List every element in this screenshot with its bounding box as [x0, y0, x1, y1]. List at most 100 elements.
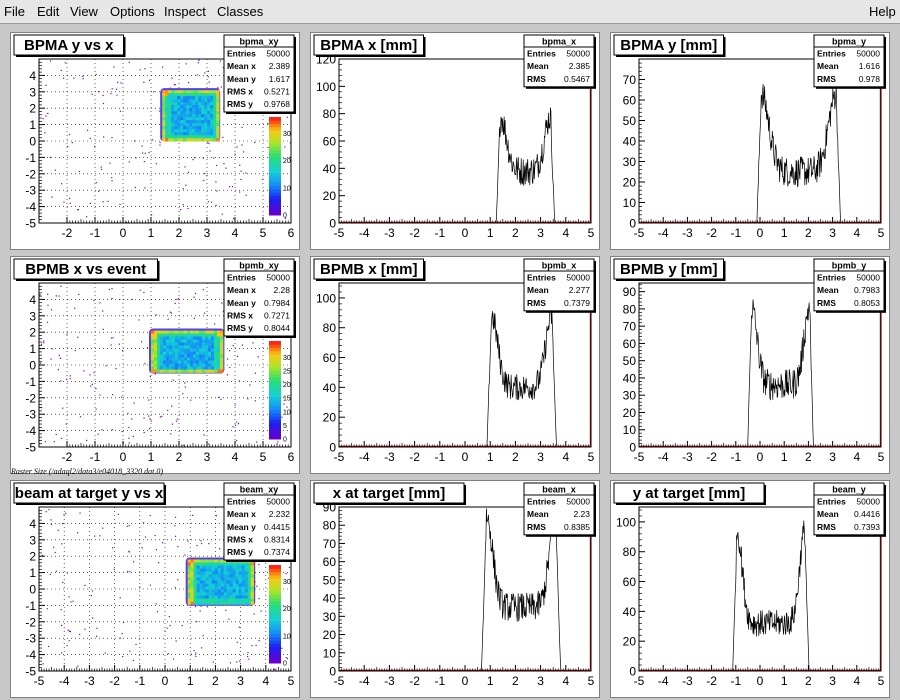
heatmap-cell — [187, 366, 191, 370]
heatmap-cell — [226, 571, 230, 575]
heatmap-cell — [205, 559, 209, 563]
outlier-point — [119, 637, 121, 639]
outlier-point — [77, 532, 79, 534]
heatmap-cell — [211, 369, 215, 373]
heatmap-cell — [250, 565, 254, 569]
stats-label: RMS — [527, 74, 546, 84]
pad-beam_x[interactable]: -5 -4 -3 -2 -1 0 1 2 3 4 5 0 10 20 30 40 50 60 70 80 90 x at … — [310, 480, 600, 698]
y-tick-label: 90 — [623, 285, 637, 299]
stats-value: 0.8053 — [854, 298, 880, 308]
y-tick-label: -4 — [25, 200, 36, 214]
heatmap-cell — [205, 577, 209, 581]
heatmap-cell — [151, 342, 155, 346]
heatmap-cell — [244, 568, 248, 572]
heatmap-cell — [196, 363, 200, 367]
outlier-point — [228, 186, 231, 188]
palette-segment — [269, 198, 281, 203]
heatmap-cell — [229, 589, 233, 593]
heatmap-cell — [196, 565, 200, 569]
stats-label: Entries — [527, 49, 556, 59]
outlier-point — [146, 347, 149, 349]
heatmap-cell — [192, 108, 196, 112]
heatmap-cell — [210, 135, 214, 139]
pad-bpma_x[interactable]: -5 -4 -3 -2 -1 0 1 2 3 4 5 0 20 40 60 80 100 120 BPMA x [m… — [310, 32, 600, 250]
pad-bpmb_x[interactable]: -5 -4 -3 -2 -1 0 1 2 3 4 5 0 20 40 60 80 100 BPMB x [mm] b… — [310, 256, 600, 474]
outlier-point — [128, 437, 130, 439]
heatmap-cell — [214, 577, 218, 581]
outlier-point — [103, 136, 105, 138]
outlier-point — [285, 573, 287, 575]
heatmap-cell — [199, 366, 203, 370]
heatmap-cell — [180, 135, 184, 139]
palette-segment — [269, 175, 281, 180]
heatmap-cell — [202, 559, 206, 563]
outlier-point — [144, 68, 146, 70]
heatmap-cell — [184, 330, 188, 334]
heatmap-cell — [208, 559, 212, 563]
x-tick-label: -1 — [434, 226, 445, 240]
root-canvas[interactable]: 0 10 20 30 -2 -1 0 1 2 3 4 5 6 -5 -4 -3 -2 -1 0 1 2 3 4 BPMA y … — [0, 24, 900, 700]
heatmap-cell — [223, 574, 227, 578]
heatmap-cell — [210, 114, 214, 118]
outlier-point — [111, 176, 113, 179]
heatmap-cell — [207, 132, 211, 136]
heatmap-cell — [210, 111, 214, 115]
heatmap-cell — [217, 595, 221, 599]
heatmap-cell — [174, 132, 178, 136]
outlier-point — [284, 146, 286, 148]
outlier-point — [149, 418, 151, 420]
heatmap-cell — [207, 117, 211, 121]
stats-label: RMS x — [227, 534, 253, 544]
x-tick-label: 0 — [757, 674, 764, 688]
heatmap-cell — [189, 111, 193, 115]
palette-segment — [269, 188, 281, 193]
menu-help[interactable]: Help — [869, 4, 896, 19]
x-tick-label: -3 — [682, 450, 693, 464]
heatmap-cell — [160, 348, 164, 352]
outlier-point — [144, 187, 146, 189]
heatmap-cell — [183, 117, 187, 121]
outlier-point — [50, 60, 52, 62]
heatmap-cell — [168, 123, 172, 127]
menu-options[interactable]: Options — [110, 4, 155, 19]
heatmap-cell — [196, 369, 200, 373]
stats-label: Mean y — [227, 298, 256, 308]
outlier-point — [251, 645, 253, 647]
pad-beam_y[interactable]: -5 -4 -3 -2 -1 0 1 2 3 4 5 0 20 40 60 80 100 y at target … — [610, 480, 890, 698]
heatmap-cell — [217, 601, 221, 605]
heatmap-cell — [151, 363, 155, 367]
heatmap-cell — [195, 108, 199, 112]
heatmap-cell — [180, 93, 184, 97]
heatmap-cell — [244, 562, 248, 566]
x-tick-label: -1 — [434, 674, 445, 688]
menu-edit[interactable]: Edit — [37, 4, 60, 19]
x-tick-label: 4 — [562, 450, 569, 464]
outlier-point — [169, 311, 171, 313]
heatmap-cell — [232, 562, 236, 566]
menu-inspect[interactable]: Inspect — [164, 4, 206, 19]
heatmap-cell — [250, 562, 254, 566]
histogram-line — [639, 520, 881, 671]
heatmap-cell — [187, 565, 191, 569]
outlier-point — [256, 441, 258, 443]
heatmap-cell — [205, 598, 209, 602]
heatmap-cell — [210, 96, 214, 100]
heatmap-cell — [180, 108, 184, 112]
outlier-point — [222, 66, 225, 69]
outlier-point — [286, 116, 288, 118]
pad-bpmb_xy[interactable]: 0 5 10 15 20 25 30 -2 -1 0 1 2 3 4 5 6 -5 -4 -3 -2 -1 0 1 2 3 4 BP… — [10, 256, 300, 474]
pad-bpma_xy[interactable]: 0 10 20 30 -2 -1 0 1 2 3 4 5 6 -5 -4 -3 -2 -1 0 1 2 3 4 BPMA y … — [10, 32, 300, 250]
pad-bpma_y[interactable]: -5 -4 -3 -2 -1 0 1 2 3 4 5 0 10 20 30 40 50 60 70 BPMA y [m… — [610, 32, 890, 250]
heatmap-cell — [202, 363, 206, 367]
heatmap-cell — [232, 583, 236, 587]
palette-tick-label: 30 — [283, 579, 291, 586]
x-tick-label: 0 — [462, 450, 469, 464]
outlier-point — [110, 92, 112, 95]
pad-bpmb_y[interactable]: -5 -4 -3 -2 -1 0 1 2 3 4 5 0 10 20 30 40 50 60 70 80 90 BPMB … — [610, 256, 890, 474]
menu-file[interactable]: File — [4, 4, 25, 19]
menu-view[interactable]: View — [70, 4, 98, 19]
pad-beam_xy[interactable]: 0 10 20 30 -5 -4 -3 -2 -1 0 1 2 3 4 5 -5 -4 -3 -2 -1 0 1 2 3 4 be… — [10, 480, 300, 698]
menu-classes[interactable]: Classes — [217, 4, 264, 19]
heatmap-cell — [214, 342, 218, 346]
